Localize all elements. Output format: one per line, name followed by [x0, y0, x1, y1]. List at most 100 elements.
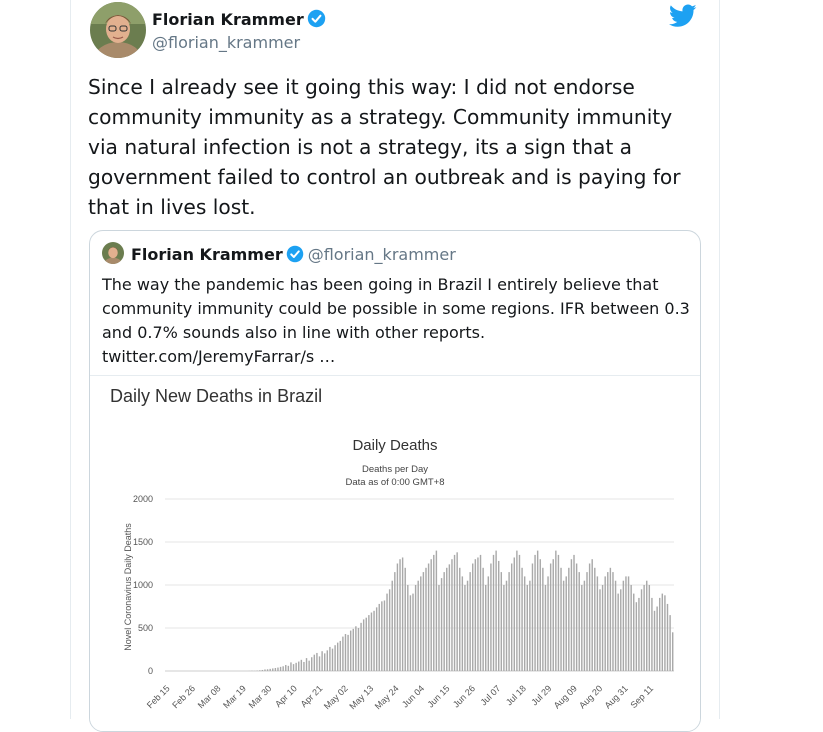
chart-bar [623, 581, 624, 671]
chart-bar [602, 585, 603, 671]
chart-bar [488, 576, 489, 671]
chart-x-tick-label: Feb 15 [145, 683, 172, 710]
tweet-card: Florian Krammer @florian_krammer Since I… [70, 0, 720, 719]
chart-x-tick-label: Apr 21 [299, 683, 325, 709]
verified-badge-icon [286, 245, 304, 267]
chart-bar [267, 669, 268, 671]
chart-bar [604, 576, 605, 671]
chart-bar [285, 665, 286, 671]
chart-bar [620, 589, 621, 671]
chart-bar [428, 564, 429, 672]
chart-bar [295, 663, 296, 671]
chart-bar [503, 585, 504, 671]
chart-x-tick-label: Aug 09 [552, 683, 579, 710]
chart-bar [560, 568, 561, 671]
chart-bar [410, 595, 411, 671]
chart-bar [527, 585, 528, 671]
chart-x-tick-label: May 02 [322, 683, 350, 711]
chart-bar [607, 572, 608, 671]
quoted-author-name: Florian Krammer [131, 245, 283, 264]
chart-subtitle-line2: Data as of 0:00 GMT+8 [345, 477, 444, 488]
chart-bar [360, 623, 361, 671]
chart-bar [332, 649, 333, 671]
chart-bar [301, 660, 302, 671]
author-name-row[interactable]: Florian Krammer [152, 9, 326, 32]
chart-x-tick-label: Sep 11 [628, 683, 655, 710]
chart-bar [581, 585, 582, 671]
chart-bar [537, 551, 538, 671]
chart-bar [316, 653, 317, 671]
chart-subtitle-line1: Deaths per Day [362, 464, 428, 475]
chart-x-tick-label: Aug 20 [577, 683, 604, 710]
chart-bar [467, 581, 468, 671]
chart-bar [342, 637, 343, 671]
chart-bar [472, 564, 473, 672]
chart-bar [269, 669, 270, 671]
chart-bar [654, 611, 655, 671]
quoted-avatar-image [102, 242, 124, 264]
chart-bar [371, 613, 372, 671]
chart-bar [425, 568, 426, 671]
chart-bar [480, 555, 481, 671]
quoted-tweet-card[interactable]: Florian Krammer@florian_krammer The way … [89, 230, 701, 732]
twitter-bird-icon[interactable] [669, 4, 697, 28]
chart-bar [443, 572, 444, 671]
chart-bar [433, 555, 434, 671]
chart-bar [405, 568, 406, 671]
chart-bar [347, 635, 348, 671]
chart-bar [545, 585, 546, 671]
chart-bar [495, 551, 496, 671]
chart-bar [659, 598, 660, 671]
chart-y-tick-label: 1000 [133, 580, 153, 590]
chart-bar [511, 564, 512, 672]
chart-bar [454, 555, 455, 671]
chart-bar [451, 559, 452, 671]
avatar-image [90, 2, 146, 58]
chart-bar [521, 568, 522, 671]
chart-bar [617, 594, 618, 671]
chart-x-tick-label: May 24 [373, 683, 401, 711]
chart-bar [508, 572, 509, 671]
chart-bar [456, 552, 457, 671]
chart-image[interactable]: Daily New Deaths in Brazil Daily Deaths … [90, 375, 700, 732]
chart-bar [280, 667, 281, 671]
chart-bar [649, 585, 650, 671]
chart-bar [275, 668, 276, 671]
chart-bar [259, 670, 260, 671]
chart-bar [555, 551, 556, 671]
chart-bar [314, 655, 315, 671]
chart-bar [264, 669, 265, 671]
chart-bar [571, 559, 572, 671]
verified-badge-icon [307, 9, 326, 32]
chart-bar [628, 576, 629, 671]
chart-x-tick-label: Jul 18 [504, 683, 528, 707]
chart-bar [566, 576, 567, 671]
chart-bar [368, 615, 369, 671]
chart-y-tick-label: 1500 [133, 537, 153, 547]
chart-bar [319, 656, 320, 671]
author-name[interactable]: Florian Krammer [152, 10, 304, 29]
chart-bar [350, 631, 351, 671]
quoted-avatar [102, 242, 124, 264]
chart-x-tick-label: Jul 07 [478, 683, 502, 707]
chart-bar [464, 585, 465, 671]
author-handle[interactable]: @florian_krammer [152, 33, 300, 52]
chart-bar [415, 585, 416, 671]
chart-bar [363, 619, 364, 671]
chart-bar [324, 653, 325, 671]
chart-bar [638, 598, 639, 671]
avatar[interactable] [90, 2, 146, 58]
chart-bar [591, 559, 592, 671]
chart-bar [407, 585, 408, 671]
chart-bar [303, 662, 304, 671]
chart-x-tick-label: Jun 04 [400, 683, 426, 709]
chart-bar [306, 658, 307, 671]
chart-bar [490, 564, 491, 672]
chart-x-tick-label: Apr 10 [273, 683, 299, 709]
chart-bar [529, 581, 530, 671]
chart-bar [386, 594, 387, 671]
chart-bar [516, 551, 517, 671]
daily-deaths-chart: Daily New Deaths in Brazil Daily Deaths … [90, 376, 700, 732]
chart-bar [625, 576, 626, 671]
chart-bar [514, 557, 515, 671]
